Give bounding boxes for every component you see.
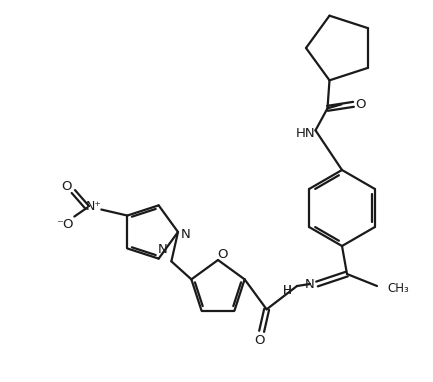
Text: N: N	[158, 243, 168, 256]
Text: O: O	[355, 98, 366, 111]
Text: HN: HN	[296, 127, 315, 140]
Text: N: N	[305, 278, 315, 291]
Text: O: O	[254, 334, 265, 347]
Text: O: O	[61, 180, 71, 193]
Text: H: H	[283, 283, 291, 296]
Text: N: N	[181, 228, 191, 241]
Text: O: O	[217, 249, 227, 262]
Text: ⁻O: ⁻O	[57, 218, 74, 231]
Text: CH₃: CH₃	[387, 283, 409, 296]
Text: N⁺: N⁺	[85, 200, 101, 213]
Text: H: H	[283, 283, 291, 296]
